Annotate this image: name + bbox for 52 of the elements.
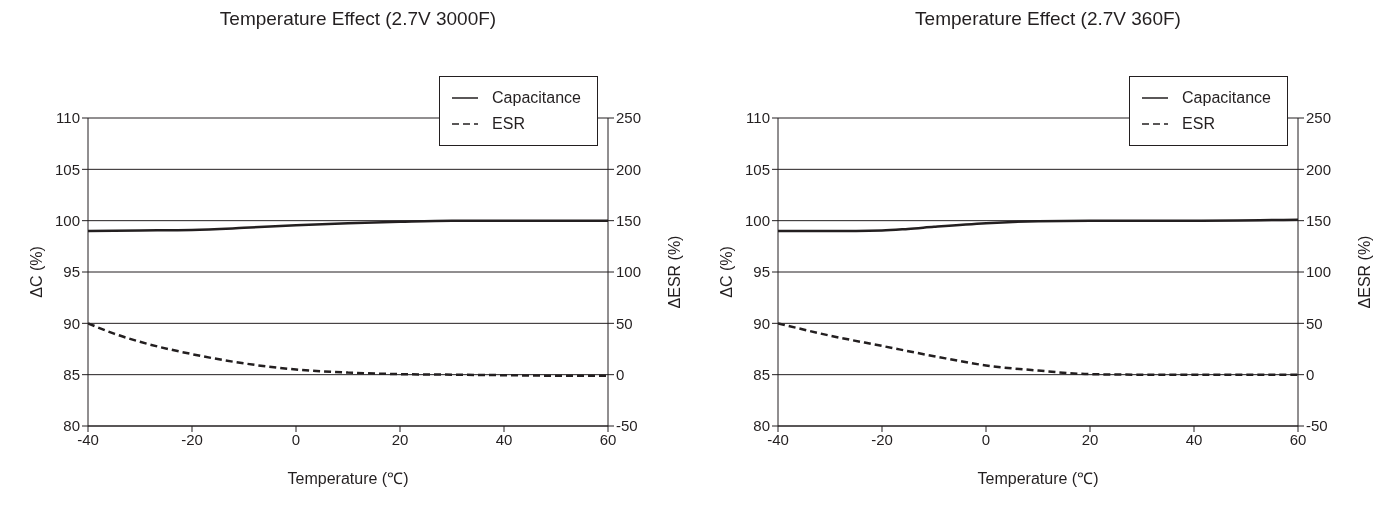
- y2-tick-label: 50: [1306, 314, 1323, 332]
- legend-label: Capacitance: [1181, 88, 1271, 108]
- y2-tick-label: -50: [616, 417, 638, 435]
- y2-tick-label: 150: [1306, 211, 1332, 229]
- y2-tick-label: 50: [616, 314, 633, 332]
- y-tick-label: 105: [54, 160, 80, 178]
- y-tick-label: 110: [746, 109, 770, 127]
- x-tick-label: 60: [599, 430, 617, 448]
- legend-label: Capacitance: [491, 88, 581, 108]
- y-tick-label: 90: [63, 314, 80, 332]
- y-tick-label: 110: [56, 109, 80, 127]
- y2-tick-label: 200: [1306, 160, 1332, 178]
- y-tick-label: 100: [744, 211, 770, 229]
- y-axis-title: ΔC (%): [717, 246, 735, 298]
- y2-tick-label: 100: [1306, 263, 1332, 281]
- x-tick-label: -20: [871, 430, 893, 448]
- x-tick-label: -40: [767, 430, 789, 448]
- y2-tick-label: 0: [1306, 365, 1315, 383]
- y-tick-label: 80: [753, 417, 770, 435]
- y-tick-label: 80: [63, 417, 80, 435]
- x-tick-label: 0: [981, 430, 991, 448]
- x-tick-label: 0: [291, 430, 301, 448]
- y2-tick-label: -50: [1306, 417, 1328, 435]
- y-tick-label: 105: [744, 160, 770, 178]
- y-tick-label: 85: [753, 365, 770, 383]
- x-tick-label: 40: [495, 430, 513, 448]
- chart-title: Temperature Effect (2.7V 3000F): [218, 8, 498, 31]
- y2-axis-title: ΔESR (%): [1355, 235, 1373, 309]
- x-tick-label: 40: [1185, 430, 1203, 448]
- y2-tick-label: 0: [616, 365, 625, 383]
- x-axis-title: Temperature (℃): [977, 470, 1099, 487]
- y-tick-label: 90: [753, 314, 770, 332]
- y2-axis-title: ΔESR (%): [665, 235, 683, 309]
- y2-tick-label: 250: [616, 109, 642, 127]
- y-axis-title: ΔC (%): [27, 246, 45, 298]
- chart-title: Temperature Effect (2.7V 360F): [914, 8, 1182, 31]
- legend-label: ESR: [491, 114, 526, 134]
- y2-tick-label: 200: [616, 160, 642, 178]
- y2-tick-label: 250: [1306, 109, 1332, 127]
- x-tick-label: -20: [181, 430, 203, 448]
- y-tick-label: 95: [753, 263, 770, 281]
- legend-label: ESR: [1181, 114, 1216, 134]
- x-tick-label: 20: [391, 430, 409, 448]
- y-tick-label: 100: [54, 211, 80, 229]
- x-tick-label: -40: [77, 430, 99, 448]
- y-tick-label: 95: [63, 263, 80, 281]
- y-tick-label: 85: [63, 365, 80, 383]
- y2-tick-label: 100: [616, 263, 642, 281]
- x-axis-title: Temperature (℃): [287, 470, 409, 487]
- y2-tick-label: 150: [616, 211, 642, 229]
- x-tick-label: 20: [1081, 430, 1099, 448]
- x-tick-label: 60: [1289, 430, 1307, 448]
